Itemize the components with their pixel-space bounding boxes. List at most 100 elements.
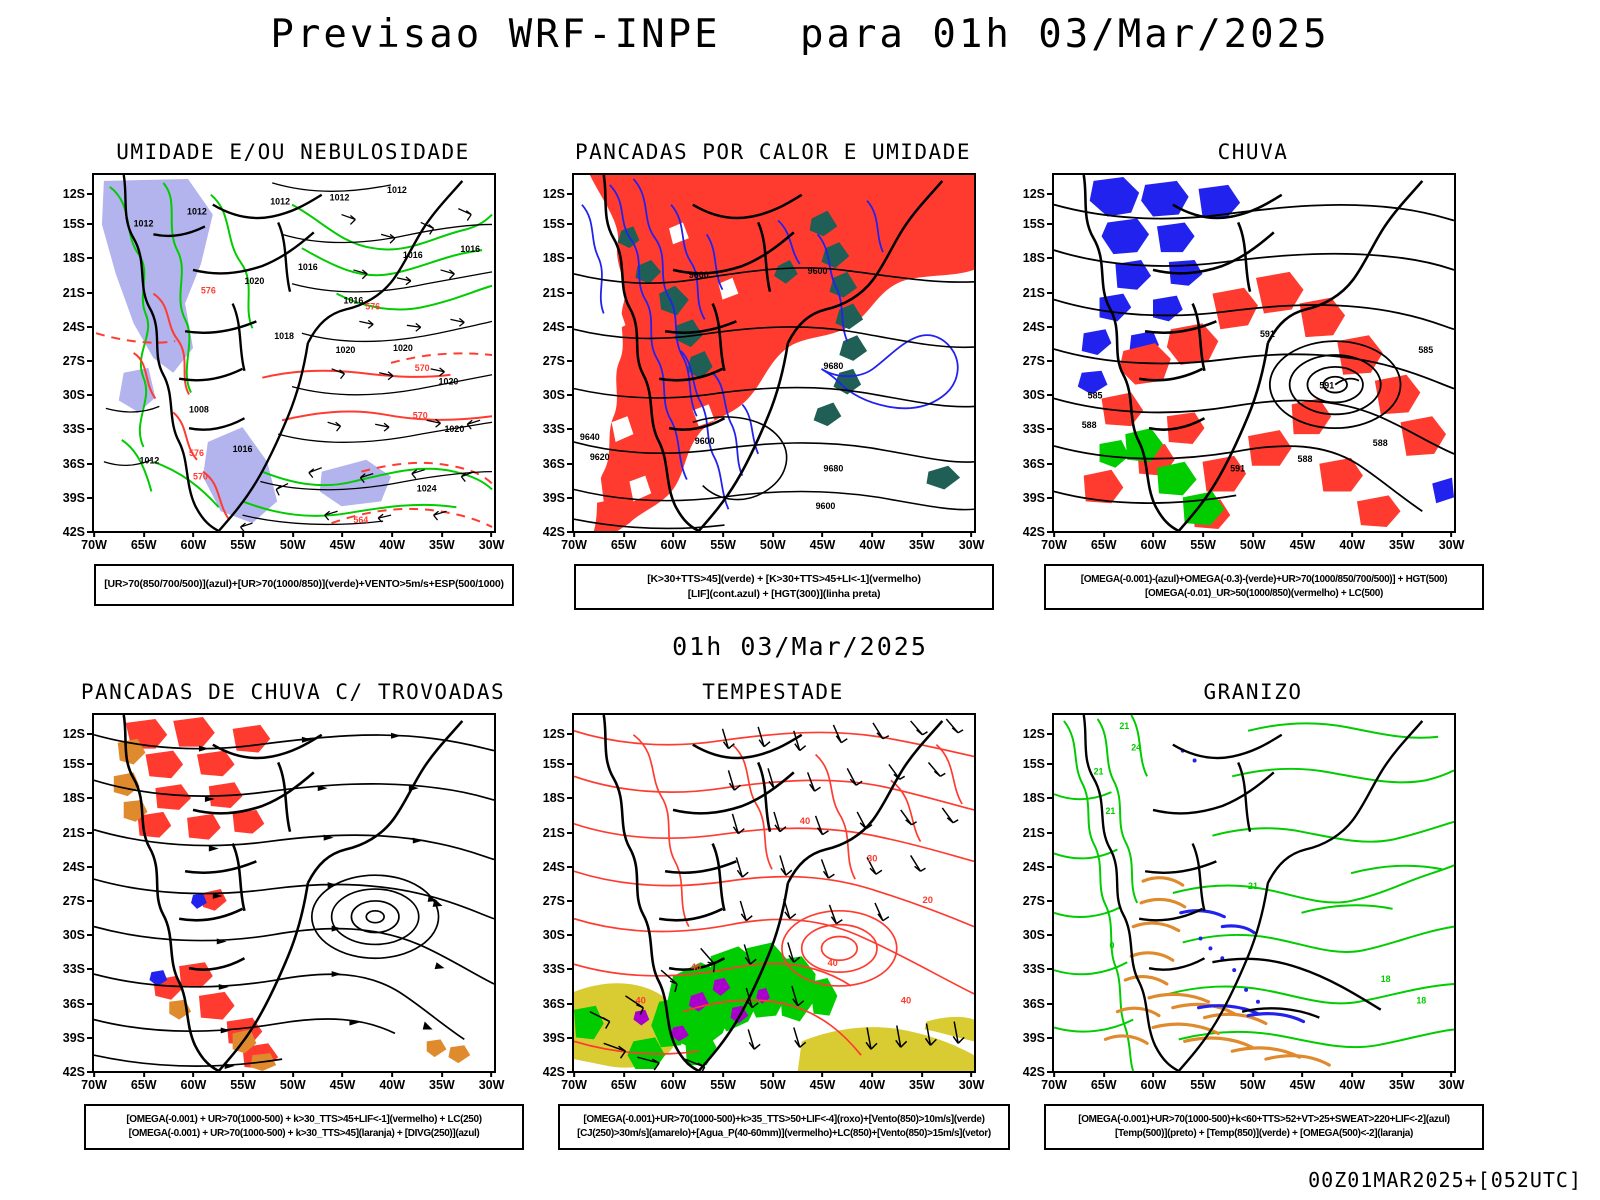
legend-line: [OMEGA(-0.001) + UR>70(1000-500) + k>30_…: [128, 1128, 480, 1139]
svg-text:21: 21: [1119, 721, 1129, 731]
lon-tick: 30W: [478, 1078, 505, 1092]
lon-tick: 50W: [759, 1078, 786, 1092]
svg-text:9680: 9680: [824, 361, 844, 371]
lat-tick: 39S: [62, 1030, 85, 1045]
panel-title: UMIDADE E/OU NEBULOSIDADE: [116, 140, 470, 164]
lon-tick: 45W: [329, 538, 356, 552]
lon-tick: 30W: [478, 538, 505, 552]
lon-tick: 40W: [379, 1078, 406, 1092]
lon-tick: 45W: [1289, 538, 1316, 552]
lat-tick: 36S: [1022, 456, 1045, 471]
svg-text:21: 21: [1248, 881, 1258, 891]
map-umidade[interactable]: 1012 1012 1012 1012 1012 1016 1016 1016 …: [63, 173, 504, 552]
legend-box-umidade: [UR>70(850/700/500)](azul)+[UR>70(1000/8…: [94, 564, 514, 606]
lon-tick: 50W: [1239, 1078, 1266, 1092]
map-pancadas-calor[interactable]: 9600 9600 9600 9680 9600 9640 9620 9680 …: [543, 173, 984, 552]
map-graphic: 591 591 585 588 588 591 588 585: [1054, 175, 1454, 531]
svg-text:1018: 1018: [274, 331, 294, 341]
lon-tick: 45W: [329, 1078, 356, 1092]
lon-tick: 55W: [1190, 1078, 1216, 1092]
lat-tick: 24S: [62, 319, 85, 334]
lat-tick: 33S: [1022, 422, 1045, 437]
svg-text:1016: 1016: [344, 296, 364, 306]
svg-text:0: 0: [1109, 940, 1114, 950]
lon-tick: 65W: [1090, 1078, 1117, 1092]
svg-text:1008: 1008: [189, 404, 209, 414]
lon-tick: 60W: [180, 1078, 207, 1092]
svg-text:40: 40: [691, 961, 701, 972]
lon-tick: 30W: [1438, 538, 1465, 552]
lon-tick: 60W: [660, 538, 687, 552]
lat-tick: 42S: [542, 1064, 565, 1079]
lat-tick: 12S: [1022, 186, 1045, 201]
panel-pancadas-calor: PANCADAS POR CALOR E UMIDADE: [528, 140, 1018, 610]
lon-tick: 55W: [230, 1078, 256, 1092]
panel-pancadas-trovoadas: PANCADAS DE CHUVA C/ TROVOADAS: [48, 680, 538, 1150]
svg-text:1012: 1012: [270, 197, 290, 207]
lat-tick: 27S: [62, 893, 85, 908]
lat-tick: 33S: [1022, 962, 1045, 977]
svg-text:1012: 1012: [330, 193, 350, 203]
legend-line: [OMEGA(-0.01)_UR>50(1000/850)(vermelho) …: [1145, 588, 1383, 599]
svg-text:21: 21: [1094, 766, 1104, 776]
legend-line: [LIF](cont.azul) + [HGT(300)](linha pret…: [687, 588, 881, 600]
svg-text:564: 564: [353, 515, 368, 525]
panel-umidade: UMIDADE E/OU NEBULOSIDADE: [48, 140, 538, 610]
lat-tick: 18S: [542, 791, 565, 806]
lat-tick: 36S: [542, 456, 565, 471]
lon-tick: 70W: [81, 1078, 107, 1092]
legend-line: [UR>70(850/700/500)](azul)+[UR>70(1000/8…: [104, 578, 504, 591]
lat-tick: 21S: [542, 285, 565, 300]
lat-tick: 33S: [62, 422, 85, 437]
lon-tick: 40W: [1339, 538, 1366, 552]
svg-text:9620: 9620: [590, 452, 610, 462]
lat-tick: 24S: [62, 859, 85, 874]
lon-tick: 35W: [1389, 538, 1415, 552]
svg-text:9640: 9640: [580, 432, 600, 442]
page-title: Previsao WRF-INPE para 01h 03/Mar/2025: [270, 12, 1330, 57]
svg-text:1016: 1016: [460, 244, 480, 254]
svg-text:9600: 9600: [816, 501, 836, 511]
lat-tick: 30S: [1022, 928, 1045, 943]
legend-line: [OMEGA(-0.001)-(azul)+OMEGA(-0.3)-(verde…: [1080, 573, 1448, 585]
lat-tick: 36S: [542, 996, 565, 1011]
map-graphic: 9600 9600 9600 9680 9600 9640 9620 9680: [574, 175, 974, 531]
lon-tick: 65W: [1090, 538, 1117, 552]
lon-tick: 55W: [230, 538, 256, 552]
lon-tick: 50W: [759, 538, 786, 552]
lon-tick: 70W: [81, 538, 107, 552]
svg-text:591: 591: [1319, 381, 1334, 391]
lat-tick: 27S: [1022, 893, 1045, 908]
lon-tick: 65W: [130, 538, 157, 552]
map-frame: 9600 9600 9600 9680 9600 9640 9620 9680: [572, 173, 976, 533]
lat-tick: 27S: [62, 353, 85, 368]
svg-text:1024: 1024: [417, 483, 437, 493]
svg-text:40: 40: [635, 995, 645, 1006]
map-pancadas-trovoadas[interactable]: 12S 15S 18S 21S 24S 27S 30S 33S 36S 39S …: [63, 713, 504, 1092]
lat-tick: 15S: [1022, 217, 1045, 232]
lat-tick: 18S: [62, 251, 85, 266]
map-tempestade[interactable]: 40 40 40 40 40 30 20 12S 15S 18S 21S 24S…: [543, 713, 984, 1092]
lat-tick: 24S: [1022, 859, 1045, 874]
svg-text:576: 576: [189, 448, 204, 458]
lat-tick: 12S: [542, 186, 565, 201]
svg-text:576: 576: [201, 286, 216, 296]
map-chuva[interactable]: 591 591 585 588 588 591 588 585 12S 15S …: [1023, 173, 1464, 552]
legend-line: [OMEGA(-0.001)+UR>70(1000-500)+k>35_TTS>…: [583, 1113, 985, 1125]
svg-text:9680: 9680: [824, 464, 844, 474]
lat-tick: 12S: [62, 186, 85, 201]
lat-tick: 21S: [1022, 285, 1045, 300]
map-granizo[interactable]: 21 24 21 21 18 18 21 0 12S 15S 18S 21S 2…: [1023, 713, 1464, 1092]
panel-granizo: GRANIZO: [1008, 680, 1498, 1150]
lat-tick: 42S: [62, 524, 85, 539]
map-frame: 40 40 40 40 40 30 20: [572, 713, 976, 1073]
lat-tick: 39S: [542, 1030, 565, 1045]
panel-chuva: CHUVA: [1008, 140, 1498, 610]
lon-tick: 35W: [909, 538, 935, 552]
panel-title: PANCADAS POR CALOR E UMIDADE: [574, 140, 971, 164]
lon-tick: 55W: [1190, 538, 1216, 552]
lat-tick: 27S: [542, 893, 565, 908]
legend-line: [OMEGA(-0.001) + UR>70(1000-500) + k>30_…: [126, 1113, 482, 1125]
svg-text:18: 18: [1381, 974, 1391, 984]
svg-text:570: 570: [415, 363, 430, 373]
